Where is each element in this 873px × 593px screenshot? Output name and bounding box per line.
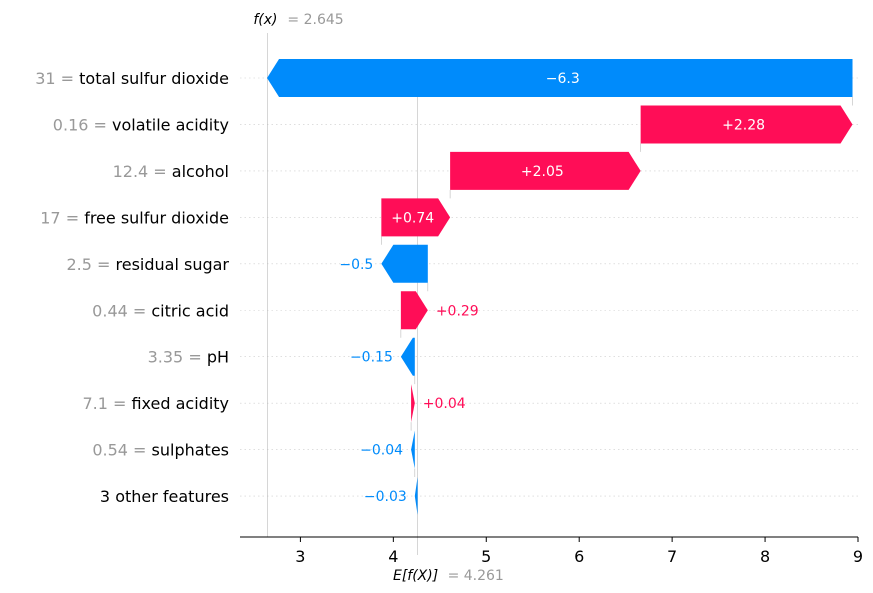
base-label: E[f(X)] xyxy=(393,568,438,584)
feature-name: residual sugar xyxy=(116,255,230,274)
bar-value-label: −0.5 xyxy=(339,257,373,273)
feature-value: 0.16 = xyxy=(53,115,112,134)
feature-name: volatile acidity xyxy=(112,115,229,134)
feature-label: 3 other features xyxy=(100,487,229,506)
bar-value-label: +2.28 xyxy=(722,117,765,133)
feature-label: 0.16 = volatile acidity xyxy=(53,115,229,134)
feature-value: 3.35 = xyxy=(148,348,207,367)
bar-volatile-acidity xyxy=(640,105,853,144)
feature-label: 0.44 = citric acid xyxy=(92,301,229,320)
feature-label: 17 = free sulfur dioxide xyxy=(40,208,229,227)
bar-value-label: −0.15 xyxy=(350,350,393,366)
feature-name: free sulfur dioxide xyxy=(84,208,229,227)
bar-value-label: −0.03 xyxy=(364,489,407,505)
bar-free-sulfur-dioxide xyxy=(381,198,451,237)
feature-name: sulphates xyxy=(152,441,229,460)
bar-sulphates xyxy=(411,430,415,469)
x-tick-label: 3 xyxy=(295,547,305,566)
bar-pH xyxy=(400,337,415,376)
feature-labels: 31 = total sulfur dioxide 0.16 = volatile… xyxy=(35,69,229,506)
bar-citric-acid xyxy=(400,291,428,330)
feature-label: 12.4 = alcohol xyxy=(113,162,229,181)
base-value: = 4.261 xyxy=(448,568,504,584)
bar-value-label: +2.05 xyxy=(521,164,564,180)
bar-value-label: +0.74 xyxy=(391,210,434,226)
bar-3-other-features xyxy=(414,477,418,516)
feature-name: pH xyxy=(207,348,229,367)
bar-total-sulfur-dioxide xyxy=(267,59,853,97)
feature-value: 2.5 = xyxy=(66,255,115,274)
x-axis: 3 4 5 6 7 8 9 xyxy=(240,536,863,566)
x-tick-label: 5 xyxy=(481,547,491,566)
feature-value: 17 = xyxy=(40,208,84,227)
bar-alcohol xyxy=(450,151,641,190)
x-tick-label: 4 xyxy=(388,547,398,566)
feature-label: 3.35 = pH xyxy=(148,348,229,367)
feature-name: fixed acidity xyxy=(131,394,229,413)
contribution-bars: −6.3 +2.28 +2.05 +0.74 −0.5 +0.29 −0.15 +0.04 −0… xyxy=(267,59,853,516)
feature-value: 12.4 = xyxy=(113,162,172,181)
feature-name: alcohol xyxy=(172,162,229,181)
feature-label: 2.5 = residual sugar xyxy=(66,255,229,274)
bar-value-label: −0.04 xyxy=(360,443,403,459)
bar-value-label: +0.29 xyxy=(436,303,479,319)
x-tick-label: 8 xyxy=(760,547,770,566)
bar-value-label: −6.3 xyxy=(546,71,580,87)
value-annotations: f(x) = 2.645 E[f(X)] = 4.261 xyxy=(253,12,504,584)
feature-name: total sulfur dioxide xyxy=(79,69,229,88)
feature-value: 7.1 = xyxy=(82,394,131,413)
feature-label: 7.1 = fixed acidity xyxy=(82,394,229,413)
bar-value-label: +0.04 xyxy=(423,396,466,412)
x-tick-label: 7 xyxy=(667,547,677,566)
feature-value: 0.54 = xyxy=(92,441,151,460)
feature-label: 31 = total sulfur dioxide xyxy=(35,69,229,88)
feature-label: 0.54 = sulphates xyxy=(92,441,229,460)
feature-name: citric acid xyxy=(151,301,229,320)
fx-label: f(x) xyxy=(253,12,277,28)
x-tick-label: 9 xyxy=(853,547,863,566)
feature-value: 31 = xyxy=(35,69,79,88)
bar-fixed-acidity xyxy=(411,384,415,423)
bar-residual-sugar xyxy=(381,244,428,283)
x-tick-label: 6 xyxy=(574,547,584,566)
fx-value: = 2.645 xyxy=(287,12,343,28)
feature-name: 3 other features xyxy=(100,487,229,506)
feature-value: 0.44 = xyxy=(92,301,151,320)
